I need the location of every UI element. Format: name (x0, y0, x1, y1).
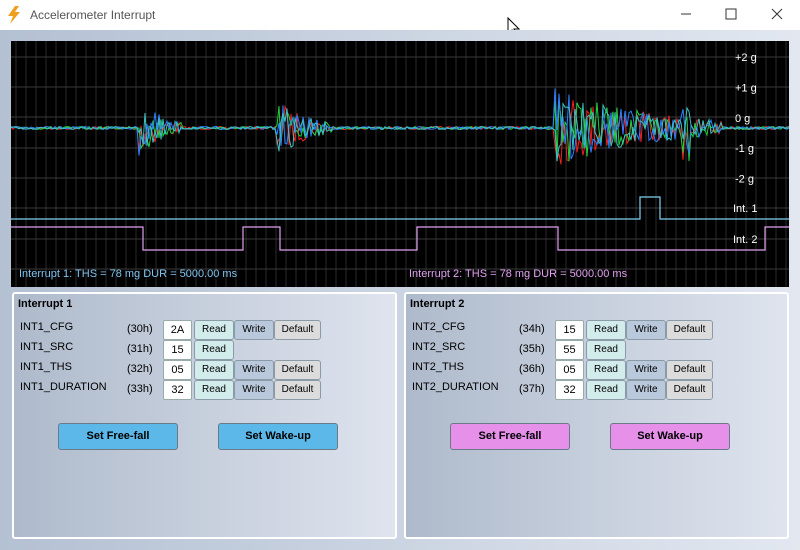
register-value[interactable]: 32 (555, 380, 584, 400)
register-name: INT1_DURATION (20, 381, 107, 393)
register-value[interactable]: 15 (555, 320, 584, 340)
interrupt-label: Int. 2 (733, 234, 757, 246)
register-value[interactable]: 05 (555, 360, 584, 380)
interrupt-panel: Interrupt 2 INT2_CFG (34h) 15 Read Write Defau… (404, 292, 789, 539)
int1-signal (11, 196, 789, 220)
register-address: (37h) (519, 383, 545, 395)
panel-title: Interrupt 2 (410, 298, 465, 310)
title-bar-icons (8, 6, 783, 30)
register-value[interactable]: 55 (555, 340, 584, 360)
register-button[interactable]: Read (586, 340, 626, 360)
close-button[interactable] (771, 8, 783, 20)
register-button[interactable]: Read (586, 320, 626, 340)
register-value[interactable]: 2A (163, 320, 192, 340)
register-value[interactable]: 05 (163, 360, 192, 380)
mouse-cursor (507, 16, 521, 30)
register-button[interactable]: Default (666, 360, 713, 380)
register-button[interactable]: Write (234, 380, 274, 400)
register-button[interactable]: Read (194, 340, 234, 360)
register-button[interactable]: Default (274, 360, 321, 380)
scale-label: +2 g (735, 52, 757, 64)
register-button[interactable]: Read (194, 360, 234, 380)
interrupt-label: Int. 1 (733, 203, 757, 215)
register-name: INT1_SRC (20, 341, 74, 353)
register-button[interactable]: Default (274, 320, 321, 340)
scope-display: +2 g +1 g 0 g -1 g -2 g Int. 1 Int. 2 Interrupt… (11, 41, 789, 287)
window-title: Accelerometer Interrupt (30, 8, 156, 22)
register-button[interactable]: Write (626, 320, 666, 340)
register-address: (30h) (127, 323, 153, 335)
interrupt-status: Interrupt 2: THS = 78 mg DUR = 5000.00 m… (409, 268, 628, 280)
register-value[interactable]: 15 (163, 340, 192, 360)
maximize-button[interactable] (725, 8, 737, 20)
action-button[interactable]: Set Free-fall (450, 423, 570, 450)
action-button[interactable]: Set Wake-up (218, 423, 338, 450)
register-address: (35h) (519, 343, 545, 355)
register-button[interactable]: Write (234, 360, 274, 380)
action-button[interactable]: Set Free-fall (58, 423, 178, 450)
register-button[interactable]: Default (666, 380, 713, 400)
register-address: (31h) (127, 343, 153, 355)
register-button[interactable]: Read (586, 380, 626, 400)
register-name: INT2_SRC (412, 341, 466, 353)
scale-label: 0 g (735, 113, 750, 125)
scale-label: +1 g (735, 82, 757, 94)
register-button[interactable]: Default (666, 320, 713, 340)
interrupt-status: Interrupt 1: THS = 78 mg DUR = 5000.00 m… (19, 268, 238, 280)
register-value[interactable]: 32 (163, 380, 192, 400)
title-bar: Accelerometer Interrupt (0, 0, 800, 30)
register-name: INT2_THS (412, 361, 464, 373)
register-name: INT2_DURATION (412, 381, 499, 393)
register-button[interactable]: Read (586, 360, 626, 380)
register-button[interactable]: Default (274, 380, 321, 400)
scale-label: -2 g (735, 174, 754, 186)
register-address: (32h) (127, 363, 153, 375)
register-name: INT1_CFG (20, 321, 74, 333)
interrupt-panel: Interrupt 1 INT1_CFG (30h) 2A Read Write Defau… (12, 292, 397, 539)
register-name: INT1_THS (20, 361, 72, 373)
register-address: (36h) (519, 363, 545, 375)
register-address: (33h) (127, 383, 153, 395)
register-button[interactable]: Write (626, 380, 666, 400)
register-button[interactable]: Read (194, 320, 234, 340)
int2-signal (11, 226, 789, 251)
action-button[interactable]: Set Wake-up (610, 423, 730, 450)
register-button[interactable]: Read (194, 380, 234, 400)
scope-background (11, 41, 789, 287)
app-icon (8, 6, 20, 24)
scale-label: -1 g (735, 143, 754, 155)
panel-title: Interrupt 1 (18, 298, 73, 310)
register-name: INT2_CFG (412, 321, 466, 333)
waveform (11, 101, 789, 162)
register-button[interactable]: Write (626, 360, 666, 380)
register-button[interactable]: Write (234, 320, 274, 340)
register-address: (34h) (519, 323, 545, 335)
